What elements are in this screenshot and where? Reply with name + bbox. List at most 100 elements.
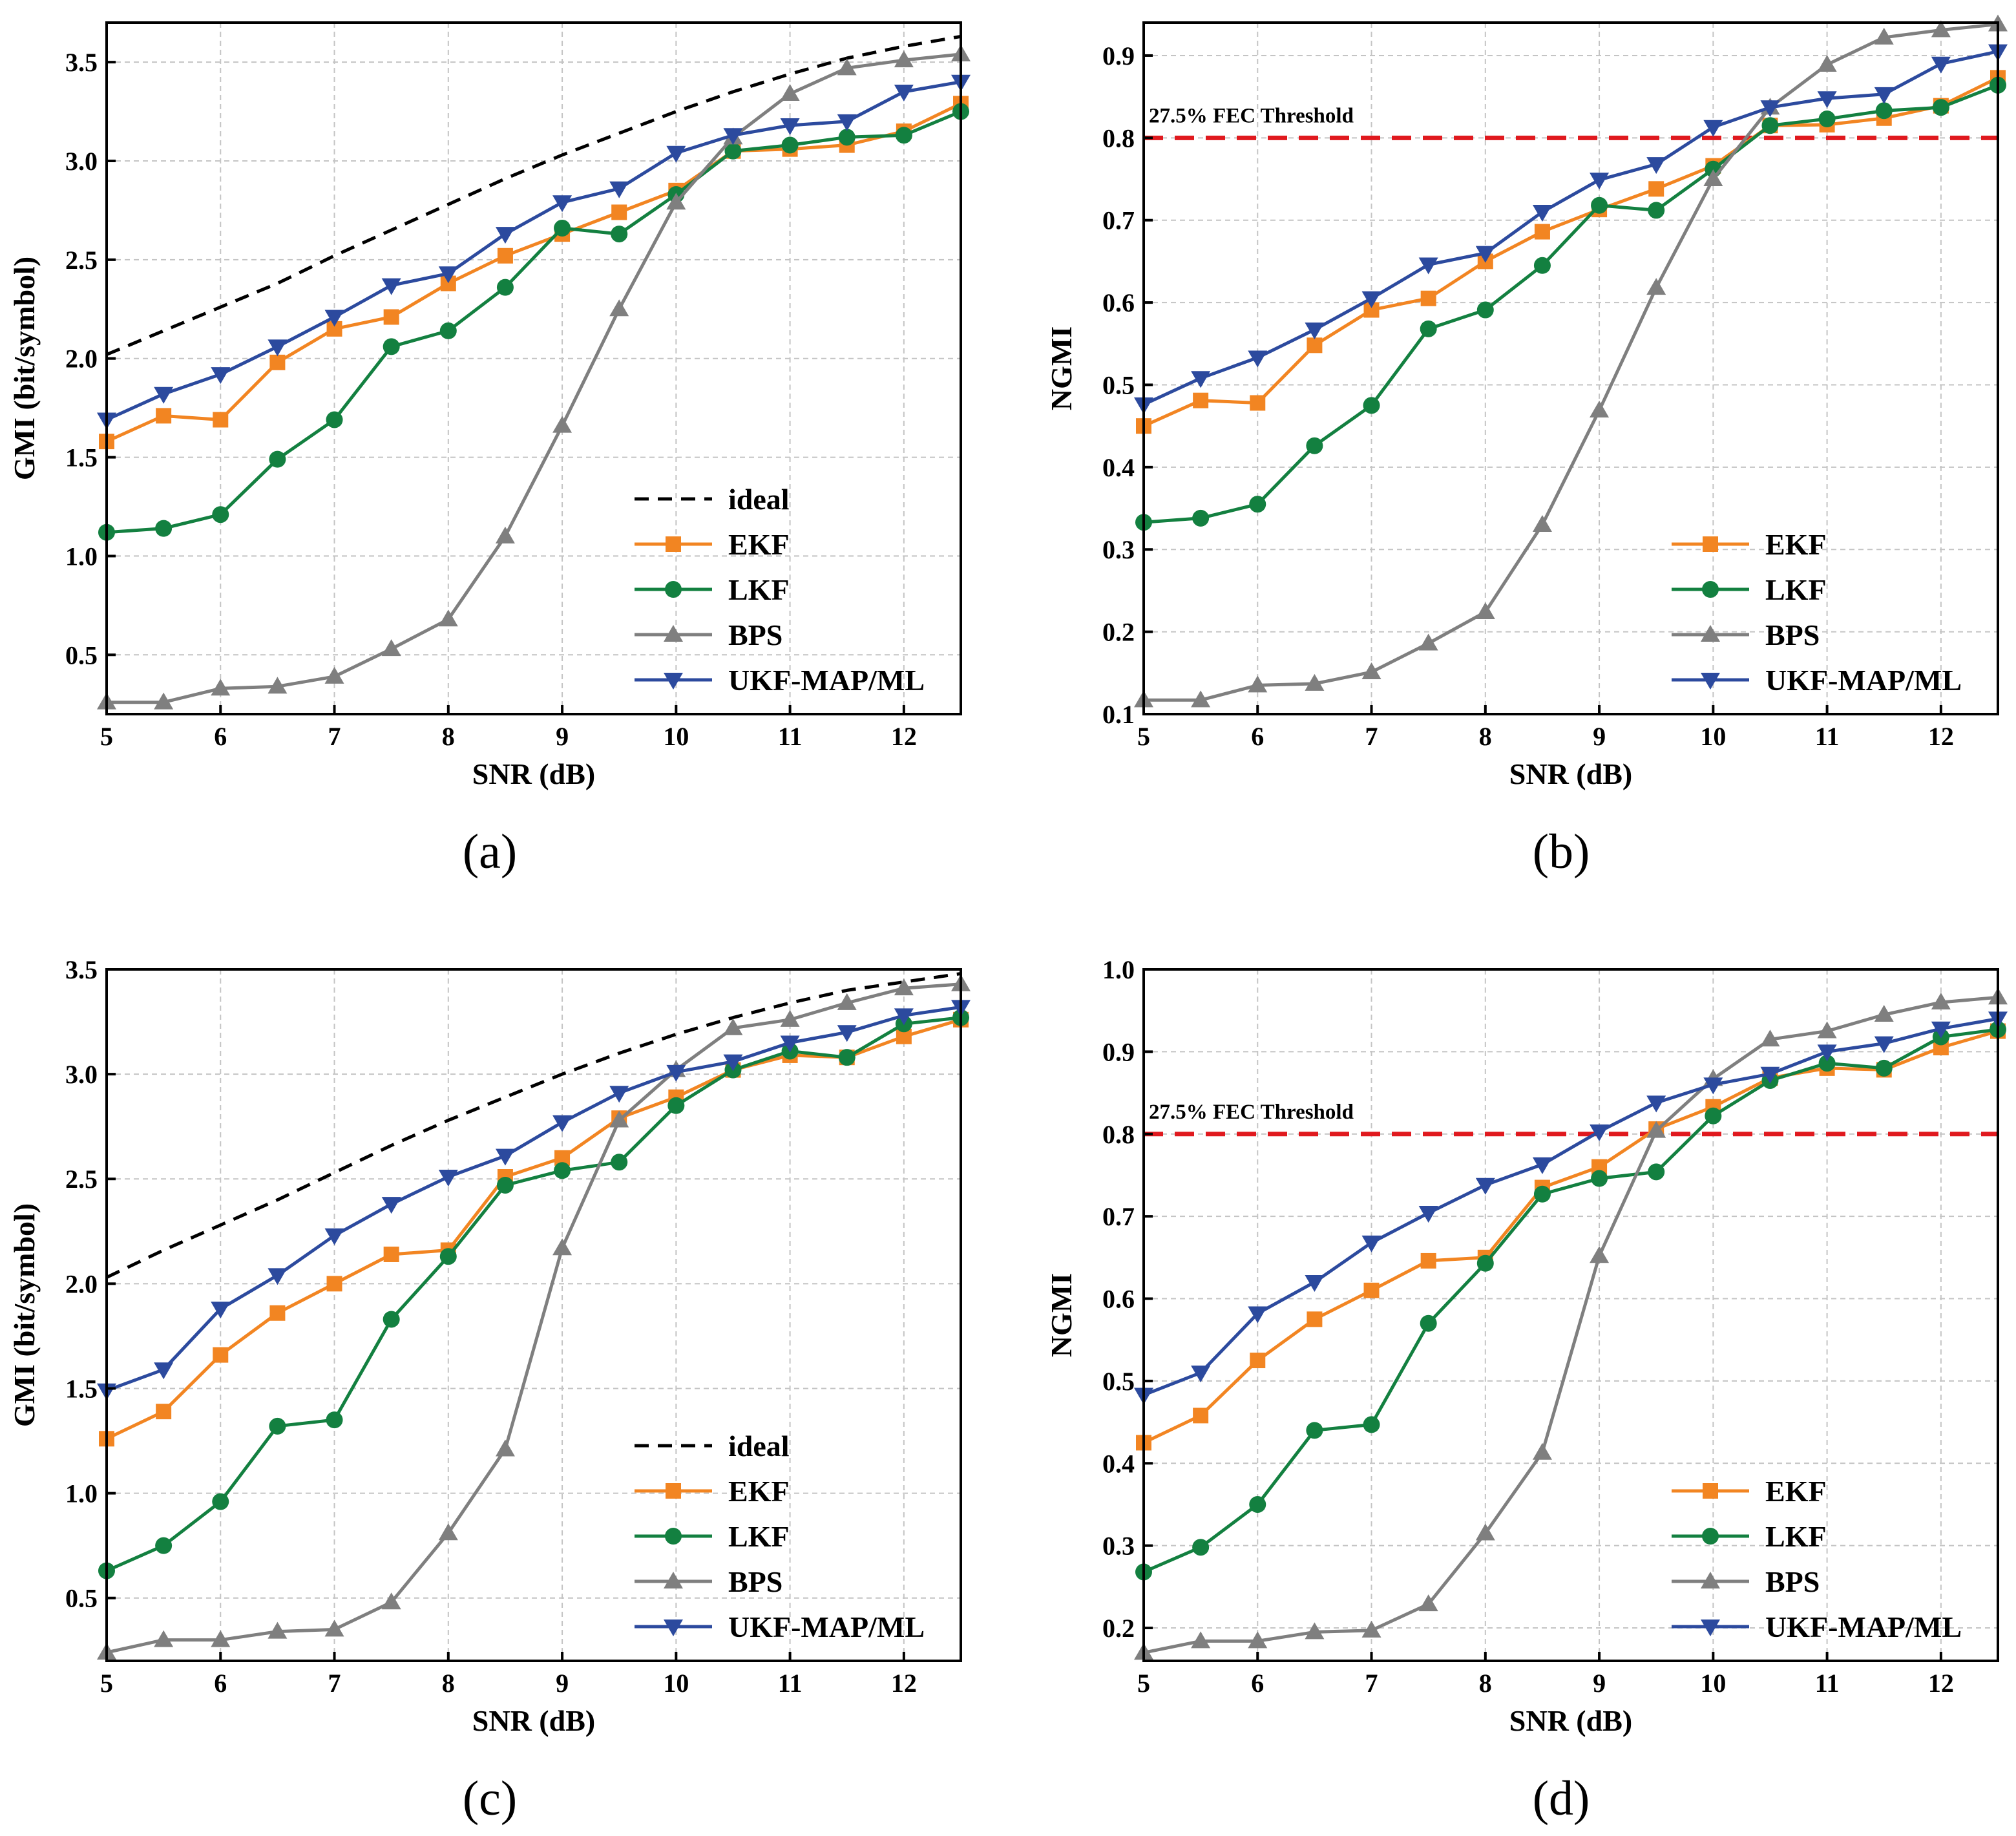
panel-d: 27.5% FEC Threshold 5 6 7 8 9 10 11 12 0.2 0.3 0.4 0… xyxy=(1045,955,2008,1737)
data-point-lkf xyxy=(1306,437,1323,454)
data-point-bps xyxy=(552,416,572,433)
x-tick-label: 8 xyxy=(442,1669,455,1698)
data-point-lkf xyxy=(496,279,514,296)
y-tick-label: 0.3 xyxy=(1102,535,1135,564)
legend-marker-ukf-map-ml xyxy=(664,1620,683,1636)
data-point-ukf-map-ml xyxy=(894,1008,914,1026)
y-tick-label: 2.5 xyxy=(65,1165,98,1194)
data-point-lkf xyxy=(1818,111,1836,128)
data-point-bps xyxy=(438,609,458,627)
x-tick-label: 10 xyxy=(663,1669,689,1698)
x-tick-label: 11 xyxy=(778,722,803,751)
data-point-bps xyxy=(894,978,914,996)
x-tick-label: 5 xyxy=(1137,722,1150,751)
data-point-bps xyxy=(666,193,686,210)
series-line-lkf xyxy=(1143,1028,1999,1574)
series-line-lkf xyxy=(105,1016,961,1572)
data-point-ekf xyxy=(156,408,172,424)
panel-a: 5 6 7 8 9 10 11 12 0.5 1.0 1.5 2.0 2.5 3.0 3.5 SNR (dB)… xyxy=(8,21,971,790)
data-point-lkf xyxy=(1648,1163,1665,1181)
data-point-ekf xyxy=(1534,224,1550,240)
legend-marker-ekf xyxy=(1703,1483,1718,1499)
data-point-bps xyxy=(495,526,515,543)
data-point-bps xyxy=(723,1018,743,1035)
data-point-lkf xyxy=(1476,301,1494,319)
data-point-bps xyxy=(780,84,800,101)
data-point-ekf xyxy=(1250,395,1266,411)
caption-a: (a) xyxy=(463,825,517,879)
x-tick-label: 9 xyxy=(1593,1669,1606,1698)
legend-label-ideal: ideal xyxy=(728,1430,790,1462)
data-point-ukf-map-ml xyxy=(780,118,800,135)
legend-marker-ukf-map-ml xyxy=(1701,673,1720,690)
data-point-lkf xyxy=(496,1176,514,1194)
data-point-lkf xyxy=(1420,1314,1437,1332)
data-point-lkf xyxy=(1705,1107,1722,1124)
data-point-ekf xyxy=(611,204,627,220)
data-point-ukf-map-ml xyxy=(1646,1095,1666,1113)
x-axis-title: SNR (dB) xyxy=(472,757,595,790)
data-point-ukf-map-ml xyxy=(552,1115,572,1132)
y-tick-label: 3.0 xyxy=(65,1060,98,1089)
x-tick-label: 12 xyxy=(891,722,917,751)
data-point-ekf xyxy=(1307,337,1323,353)
x-tick-label: 12 xyxy=(891,1669,917,1698)
data-point-ukf-map-ml xyxy=(837,114,857,131)
data-point-lkf xyxy=(1648,202,1665,219)
data-point-lkf xyxy=(155,1537,173,1554)
legend-marker-ukf-map-ml xyxy=(1701,1620,1720,1636)
data-point-bps xyxy=(154,1630,174,1647)
data-point-lkf xyxy=(611,1154,628,1171)
data-point-lkf xyxy=(1875,102,1893,120)
data-point-ukf-map-ml xyxy=(609,1086,629,1103)
legend-label-lkf: LKF xyxy=(1765,1520,1827,1553)
y-tick-label: 1.5 xyxy=(65,1374,98,1403)
data-point-bps xyxy=(894,50,914,68)
data-point-bps xyxy=(324,1620,344,1637)
x-axis-title: SNR (dB) xyxy=(472,1704,595,1737)
legend-label-ekf: EKF xyxy=(728,1475,790,1508)
data-point-ukf-map-ml xyxy=(1532,204,1552,222)
x-tick-label: 9 xyxy=(556,722,569,751)
x-tick-label: 9 xyxy=(1593,722,1606,751)
data-point-ukf-map-ml xyxy=(1191,1366,1211,1383)
data-point-ukf-map-ml xyxy=(211,367,231,385)
data-point-ukf-map-ml xyxy=(1532,1157,1552,1174)
data-point-ukf-map-ml xyxy=(1760,100,1780,118)
fec-threshold-label: 27.5% FEC Threshold xyxy=(1149,1101,1354,1124)
data-point-lkf xyxy=(554,219,571,237)
data-point-ukf-map-ml xyxy=(438,1170,458,1187)
data-point-lkf xyxy=(1875,1059,1893,1077)
data-point-ukf-map-ml xyxy=(268,1268,288,1285)
legend-label-ideal: ideal xyxy=(728,483,790,516)
data-point-bps xyxy=(1361,1620,1381,1638)
data-point-lkf xyxy=(439,1248,457,1265)
data-point-ekf xyxy=(213,412,229,428)
data-point-lkf xyxy=(1533,257,1551,274)
x-tick-label: 10 xyxy=(663,722,689,751)
y-axis-title: GMI (bit/symbol) xyxy=(8,1203,41,1427)
series-line-ekf xyxy=(1142,76,1999,428)
y-tick-label: 3.5 xyxy=(65,48,98,77)
legend-label-bps: BPS xyxy=(1765,618,1820,651)
series-line-ukf-map-ml xyxy=(1142,50,1999,406)
data-point-ekf xyxy=(156,1404,172,1420)
data-point-lkf xyxy=(326,1411,343,1429)
legend-label-bps: BPS xyxy=(1765,1565,1820,1598)
data-point-bps xyxy=(1305,1622,1325,1640)
data-point-ukf-map-ml xyxy=(1305,322,1325,340)
caption-b: (b) xyxy=(1533,825,1590,879)
data-point-bps xyxy=(1191,1631,1211,1649)
data-point-ekf xyxy=(326,1276,342,1292)
y-tick-label: 0.6 xyxy=(1102,1285,1135,1314)
data-point-ukf-map-ml xyxy=(1248,1306,1268,1324)
data-point-ukf-map-ml xyxy=(495,227,515,244)
data-point-bps xyxy=(381,639,401,657)
data-point-lkf xyxy=(1761,117,1779,134)
y-tick-label: 0.5 xyxy=(65,640,98,670)
data-point-bps xyxy=(1248,1631,1268,1649)
data-point-lkf xyxy=(838,129,856,146)
data-point-bps xyxy=(211,1630,231,1647)
y-tick-label: 0.8 xyxy=(1102,1120,1135,1149)
legend-label-ukf-map-ml: UKF-MAP/ML xyxy=(728,1610,925,1643)
